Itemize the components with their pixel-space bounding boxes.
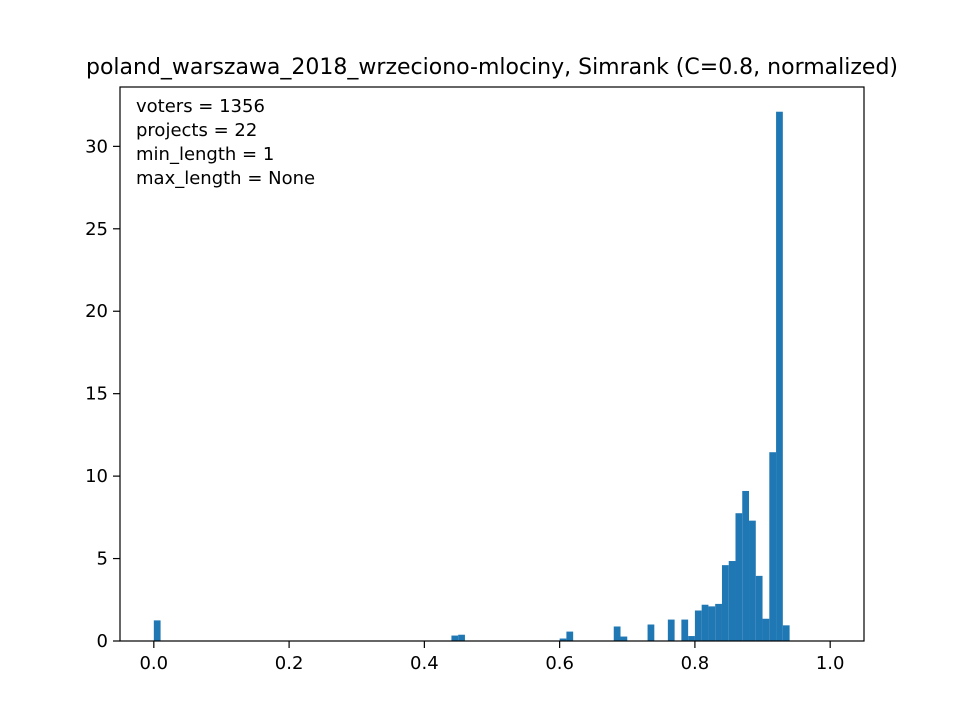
bars-group bbox=[153, 111, 790, 642]
histogram-bar bbox=[776, 111, 783, 642]
histogram-bar bbox=[688, 636, 695, 641]
histogram-bar bbox=[559, 638, 567, 641]
histogram-bar bbox=[153, 620, 161, 641]
y-tick-label: 25 bbox=[85, 219, 108, 240]
annotation-min-length: min_length = 1 bbox=[136, 144, 274, 165]
histogram-bar bbox=[755, 575, 763, 641]
annotation-projects: projects = 22 bbox=[136, 120, 257, 141]
histogram-bar bbox=[735, 513, 743, 641]
x-tick-label: 0.2 bbox=[275, 653, 304, 674]
histogram-bar bbox=[620, 636, 628, 641]
histogram-bar bbox=[762, 618, 770, 641]
plot-frame bbox=[119, 86, 865, 642]
histogram-bar bbox=[782, 625, 790, 641]
histogram-bar bbox=[715, 603, 722, 641]
histogram-bar bbox=[451, 635, 459, 641]
y-tick-label: 30 bbox=[85, 136, 108, 157]
histogram-bar bbox=[458, 634, 465, 641]
histogram-bar bbox=[769, 452, 777, 641]
histogram-bar bbox=[721, 565, 729, 641]
annotation-voters: voters = 1356 bbox=[136, 96, 265, 117]
histogram-bar bbox=[566, 631, 574, 641]
axes-group: 0.0 0.2 0.4 0.6 0.8 1.0 0 5 10 15 20 25 30 bbox=[85, 136, 844, 674]
chart-title: poland_warszawa_2018_wrzeciono-mlociny, … bbox=[86, 55, 898, 80]
y-tick-label: 0 bbox=[97, 631, 108, 652]
y-tick-label: 20 bbox=[85, 301, 108, 322]
y-tick-label: 5 bbox=[97, 549, 108, 570]
histogram-bar bbox=[681, 619, 689, 641]
histogram-bar bbox=[647, 624, 655, 641]
x-tick-label: 0.8 bbox=[681, 653, 710, 674]
histogram-bar bbox=[728, 561, 736, 641]
annotation-block: voters = 1356 projects = 22 min_length =… bbox=[136, 96, 315, 189]
y-tick-label: 15 bbox=[85, 384, 108, 405]
x-tick-label: 1.0 bbox=[816, 653, 845, 674]
x-tick-label: 0.0 bbox=[139, 653, 168, 674]
histogram-bar bbox=[613, 626, 621, 641]
histogram-bar bbox=[667, 619, 675, 641]
histogram-bar bbox=[694, 610, 702, 641]
histogram-bar bbox=[708, 606, 716, 642]
histogram-bar bbox=[742, 490, 750, 641]
y-tick-label: 10 bbox=[85, 466, 108, 487]
x-tick-label: 0.6 bbox=[545, 653, 574, 674]
annotation-max-length: max_length = None bbox=[136, 168, 315, 189]
x-tick-label: 0.4 bbox=[410, 653, 439, 674]
histogram-bar bbox=[701, 604, 709, 641]
histogram-bar bbox=[749, 520, 756, 641]
